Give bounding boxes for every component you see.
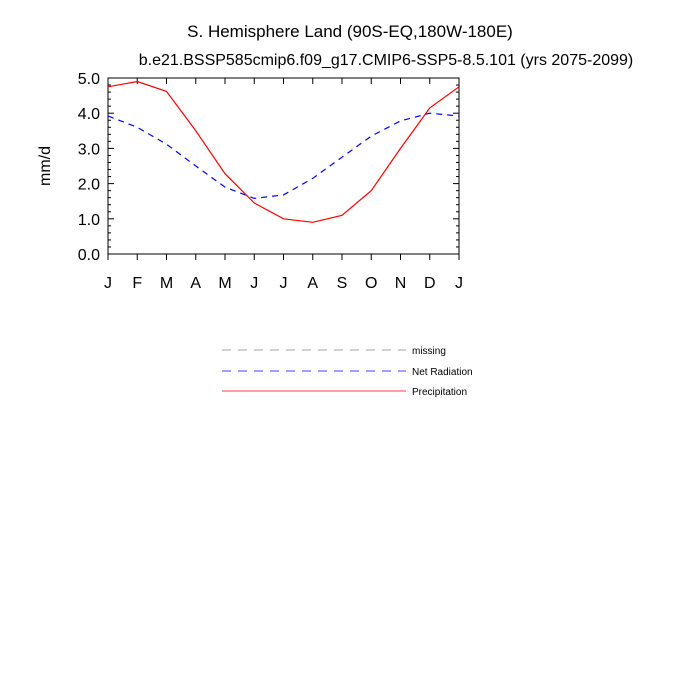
x-tick-label: S [337,275,348,292]
y-tick-label: 5.0 [78,71,100,88]
x-tick-label: J [280,275,288,292]
x-tick-label: M [160,275,173,292]
x-tick-label: N [395,275,407,292]
x-tick-label: O [365,275,377,292]
x-tick-label: J [455,275,463,292]
y-tick-labels: 0.0 1.0 2.0 3.0 4.0 5.0 [78,71,100,264]
legend-label: Precipitation [412,387,467,398]
y-tick-label: 2.0 [78,177,100,194]
x-tick-label: J [250,275,258,292]
series-lines [107,80,460,223]
x-tick-label: A [307,275,318,292]
x-tick-label: M [218,275,231,292]
legend-label: missing [412,346,446,357]
legend-label: Net Radiation [412,367,473,378]
chart-title: S. Hemisphere Land (90S-EQ,180W-180E) [187,22,513,41]
series-line-net-radiation [107,112,460,200]
x-tick-label: A [190,275,201,292]
y-tick-label: 3.0 [78,141,100,158]
x-tick-label: D [424,275,436,292]
y-axis-label: mm/d [37,146,54,186]
x-tick-label: J [104,275,112,292]
series-line-precipitation [107,80,460,223]
plot-frame [107,77,460,255]
axis-ticks [107,77,460,260]
legend: missing Net Radiation Precipitation [222,346,473,398]
y-tick-label: 4.0 [78,106,100,123]
chart-subtitle: b.e21.BSSP585cmip6.f09_g17.CMIP6-SSP5-8.… [139,52,634,69]
y-tick-label: 0.0 [78,247,100,264]
y-tick-label: 1.0 [78,212,100,229]
x-tick-label: F [132,275,142,292]
